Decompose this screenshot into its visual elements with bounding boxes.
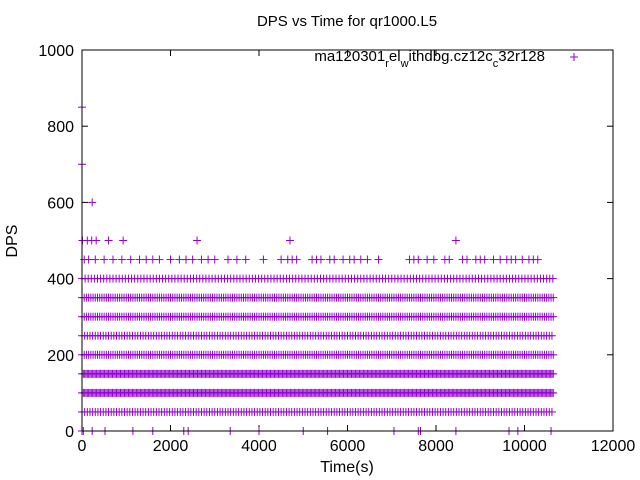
y-tick-label: 1000 — [38, 43, 74, 60]
y-tick-label: 400 — [47, 272, 74, 289]
data-point — [462, 255, 471, 264]
data-point — [210, 255, 219, 264]
legend-label-subscript: c — [493, 58, 499, 70]
data-point — [193, 236, 202, 245]
x-tick-label: 10000 — [502, 438, 547, 455]
y-axis-ticks: 0 200 400 600 800 1000 — [38, 43, 613, 441]
x-tick-label: 2000 — [153, 438, 189, 455]
data-point — [292, 255, 301, 264]
data-point — [533, 255, 542, 264]
data-point — [88, 198, 97, 207]
data-point — [92, 236, 101, 245]
x-tick-label: 8000 — [418, 438, 454, 455]
data-point — [100, 255, 109, 264]
data-point — [259, 255, 268, 264]
data-point — [119, 236, 128, 245]
data-point — [549, 312, 558, 321]
legend-entry-label: ma120301relwithdbg.cz12cc32r128 — [314, 48, 545, 70]
data-point — [117, 255, 126, 264]
y-tick-label: 200 — [47, 348, 74, 365]
chart-title: DPS vs Time for qr1000.L5 — [257, 13, 437, 30]
x-tick-label: 0 — [78, 438, 87, 455]
data-point — [108, 255, 117, 264]
data-point — [429, 255, 438, 264]
data-point — [547, 407, 556, 416]
data-point — [224, 255, 233, 264]
data-point — [374, 255, 383, 264]
data-point — [91, 255, 100, 264]
data-point — [104, 236, 113, 245]
legend-plus-marker — [570, 53, 578, 61]
data-point — [363, 255, 372, 264]
data-point — [285, 236, 294, 245]
y-tick-label: 0 — [65, 424, 74, 441]
data-point — [232, 255, 241, 264]
data-point — [549, 369, 558, 378]
y-tick-label: 800 — [47, 119, 74, 136]
legend-label-subscript: w — [400, 58, 409, 70]
legend-label-part: ma120301 — [314, 48, 385, 65]
data-point — [330, 255, 339, 264]
data-point — [451, 236, 460, 245]
legend-label-part: 32r128 — [498, 48, 545, 65]
x-tick-label: 12000 — [591, 438, 636, 455]
legend: ma120301relwithdbg.cz12cc32r128 — [314, 48, 578, 70]
data-point — [480, 255, 489, 264]
plot-frame — [81, 49, 614, 432]
x-axis-label: Time(s) — [320, 459, 374, 476]
legend-label-part: el — [389, 48, 401, 65]
data-points — [78, 103, 558, 435]
data-point — [166, 255, 175, 264]
data-point — [126, 255, 135, 264]
data-point — [316, 255, 325, 264]
legend-marker — [570, 53, 578, 61]
y-axis-label: DPS — [4, 225, 21, 258]
data-point — [188, 255, 197, 264]
data-point — [547, 331, 556, 340]
x-tick-label: 4000 — [241, 438, 277, 455]
data-point — [241, 255, 250, 264]
y-tick-label: 600 — [47, 195, 74, 212]
legend-label-part: ithdbg.cz12c — [409, 48, 494, 65]
data-point — [548, 274, 557, 283]
data-point — [445, 255, 454, 264]
data-point — [549, 293, 558, 302]
data-point — [549, 388, 558, 397]
x-tick-label: 6000 — [330, 438, 366, 455]
data-point — [414, 255, 423, 264]
data-point — [155, 255, 164, 264]
data-point — [549, 350, 558, 359]
legend-label-subscript: r — [385, 58, 389, 70]
